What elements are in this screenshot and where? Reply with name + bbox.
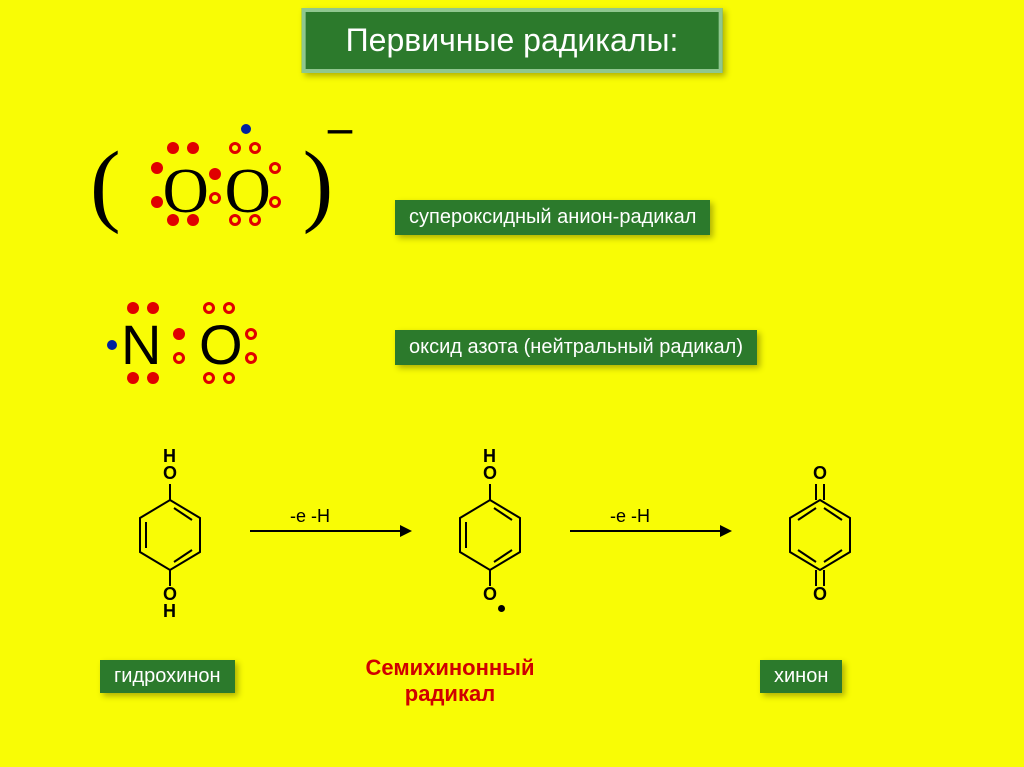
electron-dot <box>187 214 199 226</box>
reaction-scheme: H O O H -e -H H O O -e -H <box>80 430 980 690</box>
electron-dot <box>203 302 215 314</box>
reaction-arrow-1 <box>250 530 410 532</box>
semiquinone-label: Семихинонный радикал <box>350 655 550 707</box>
electron-dot <box>249 142 261 154</box>
electron-dot <box>127 372 139 384</box>
arrow-2-label: -e -H <box>610 506 650 527</box>
electron-dot <box>223 302 235 314</box>
o-top: O <box>163 463 177 484</box>
semiquinone-label-line1: Семихинонный <box>365 655 534 680</box>
o-bottom: O <box>813 584 827 605</box>
o-top: O <box>813 463 827 484</box>
page-title: Первичные радикалы: <box>302 8 723 73</box>
electron-dot <box>167 142 179 154</box>
quinone-structure: O O <box>770 460 870 635</box>
electron-dot <box>229 142 241 154</box>
electron-dot <box>245 328 257 340</box>
o-bottom: O <box>483 584 497 605</box>
electron-dot <box>127 302 139 314</box>
nitric-oxide-structure: N O <box>95 310 275 393</box>
quinone-label: хинон <box>760 660 842 693</box>
arrow-1-label: -e -H <box>290 506 330 527</box>
minus-charge: ‒ <box>328 100 352 155</box>
hydroquinone-structure: H O O H <box>120 460 220 635</box>
radical-dot <box>498 605 505 612</box>
oxygen-atom: O <box>199 312 243 377</box>
open-paren: ( <box>90 132 121 234</box>
electron-dot <box>151 196 163 208</box>
electron-dot <box>147 372 159 384</box>
electron-dot <box>203 372 215 384</box>
semiquinone-structure: H O O <box>440 460 540 635</box>
electron-dot <box>245 352 257 364</box>
electron-dot <box>147 302 159 314</box>
electron-dot <box>167 214 179 226</box>
electron-dot <box>187 142 199 154</box>
nitrogen-atom: N <box>121 312 161 377</box>
electron-dot <box>223 372 235 384</box>
electron-dot <box>151 162 163 174</box>
radical-electron <box>241 124 251 134</box>
electron-dot <box>269 196 281 208</box>
electron-dot <box>209 192 221 204</box>
nitric-oxide-label: оксид азота (нейтральный радикал) <box>395 330 757 365</box>
electron-dot <box>229 214 241 226</box>
superoxide-structure: ( О О ) ‒ <box>90 140 333 218</box>
electron-dot <box>173 352 185 364</box>
radical-electron <box>107 340 117 350</box>
electron-dot <box>209 168 221 180</box>
semiquinone-label-line2: радикал <box>405 681 495 706</box>
reaction-arrow-2 <box>570 530 730 532</box>
electron-dot <box>173 328 185 340</box>
superoxide-label: супероксидный анион-радикал <box>395 200 710 235</box>
h-bottom: H <box>163 601 176 622</box>
electron-dot <box>249 214 261 226</box>
hydroquinone-label: гидрохинон <box>100 660 235 693</box>
o-top: O <box>483 463 497 484</box>
electron-dot <box>269 162 281 174</box>
